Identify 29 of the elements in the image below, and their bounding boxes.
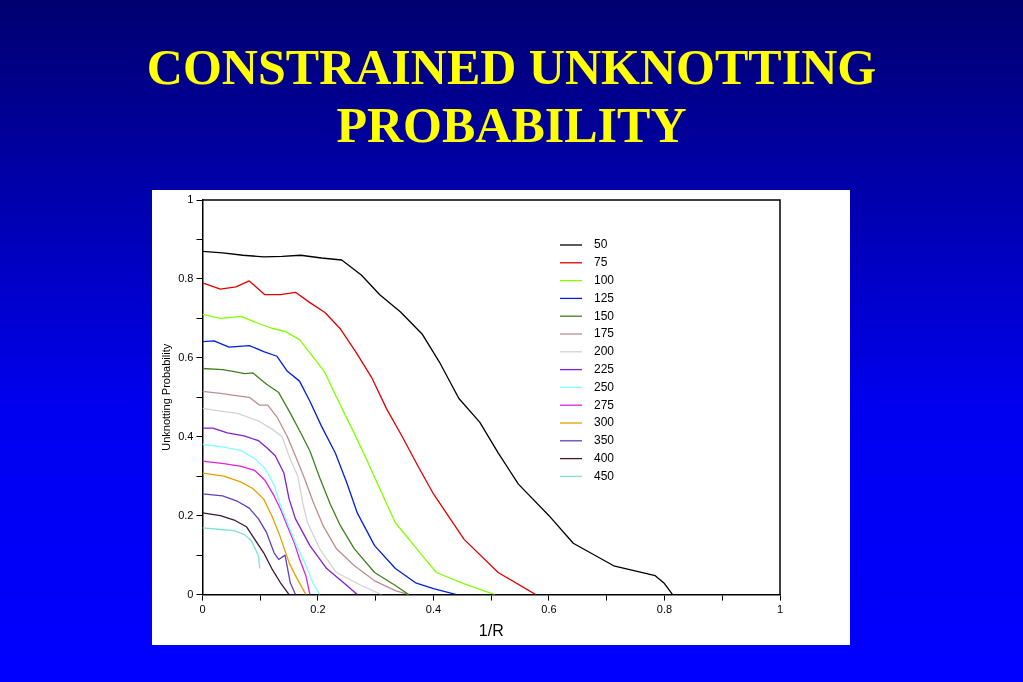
x-tick-label: 0.8 — [656, 603, 673, 616]
legend-label: 150 — [594, 308, 615, 323]
legend-label: 450 — [594, 468, 615, 483]
y-tick-label: 0.4 — [178, 429, 194, 442]
legend-label: 100 — [594, 272, 615, 287]
x-tick-label: 0.2 — [310, 603, 326, 616]
x-tick-label: 1 — [776, 603, 784, 616]
legend-label: 225 — [594, 361, 615, 376]
y-tick-label: 0.8 — [178, 271, 194, 284]
x-tick-label: 0.4 — [425, 603, 442, 616]
y-tick-label: 0.6 — [178, 350, 194, 363]
y-tick-label: 0.2 — [178, 508, 194, 521]
legend-label: 75 — [594, 255, 608, 270]
y-axis-title: Unknotting Probability — [159, 343, 172, 451]
legend-label: 350 — [594, 433, 615, 448]
legend-label: 175 — [594, 326, 615, 341]
y-tick-label: 1 — [187, 193, 194, 206]
legend-label: 125 — [594, 290, 615, 305]
legend-label: 275 — [594, 397, 615, 412]
x-axis-title: 1/R — [478, 621, 504, 639]
legend-label: 250 — [594, 379, 615, 394]
legend-label: 50 — [594, 237, 608, 252]
chart-title: CONSTRAINED UNKNOTTING PROBABILITY — [145, 38, 878, 154]
legend-label: 300 — [594, 415, 615, 430]
legend-label: 200 — [594, 344, 615, 359]
x-tick-label: 0 — [199, 603, 206, 616]
x-tick-label: 0.6 — [541, 603, 557, 616]
y-tick-label: 0 — [187, 587, 194, 600]
legend-label: 400 — [594, 450, 615, 465]
